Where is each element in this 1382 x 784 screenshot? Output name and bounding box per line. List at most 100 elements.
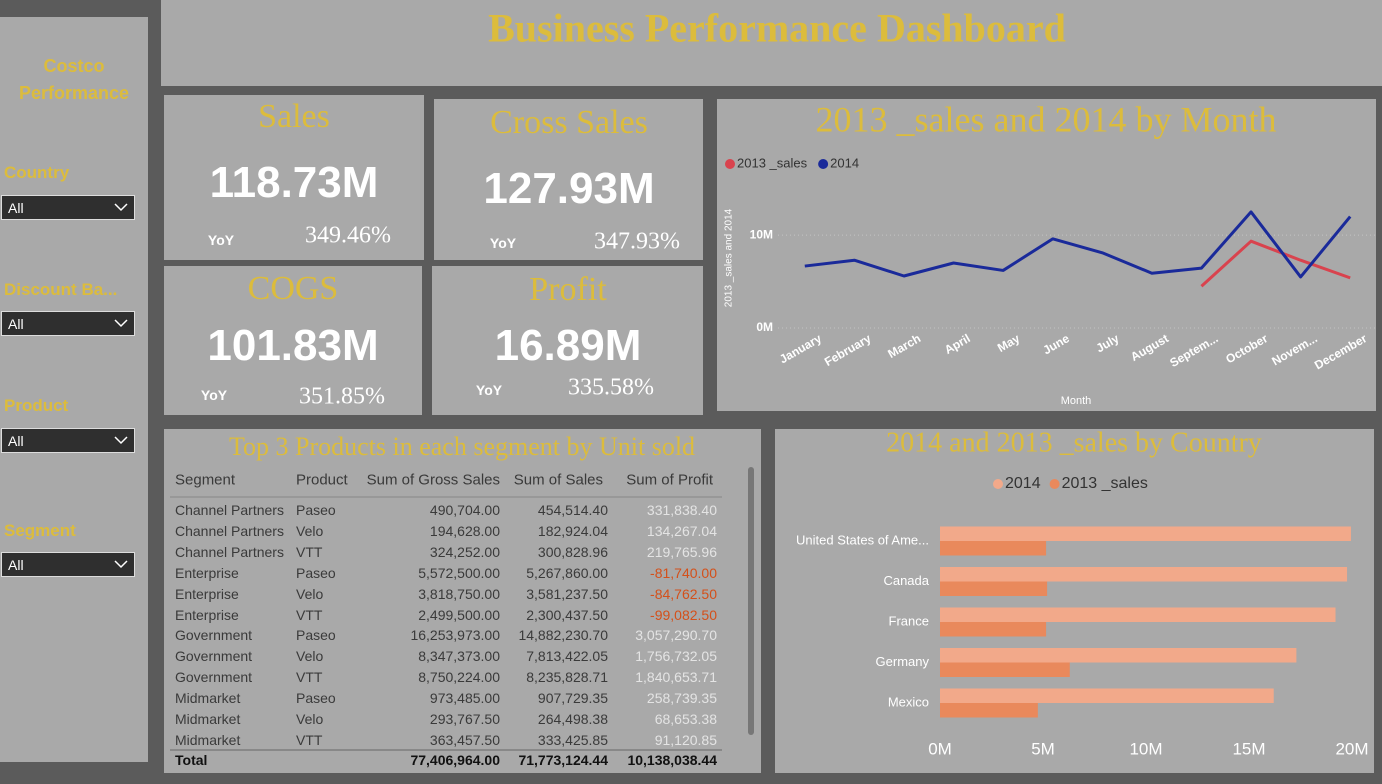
chevron (114, 436, 128, 445)
dropdown[interactable]: All (1, 552, 135, 577)
table-cell: 454,514.40 (537, 502, 608, 518)
table-cell: 5,572,500.00 (418, 564, 500, 581)
bar (940, 703, 1038, 718)
y-axis-label: 2013 _sales and 2014 (724, 208, 735, 307)
table-cell: 219,765.96 (646, 543, 717, 560)
slicer-label: Segment (4, 521, 76, 540)
x-tick-label: 5M (1031, 739, 1055, 758)
x-tick-label: 10M (1129, 739, 1162, 758)
legend-marker (725, 159, 735, 169)
table-cell: Channel Partners (175, 502, 284, 518)
table-cell: Midmarket (175, 711, 241, 727)
slicer-label: Discount Ba... (4, 280, 118, 299)
table-cell: VTT (296, 669, 323, 686)
kpi-yoy-label: YoY (207, 232, 235, 248)
table-cell: 324,252.00 (429, 543, 500, 560)
kpi-yoy: 335.58% (568, 374, 654, 401)
table-cell: Government (175, 627, 253, 644)
table-cell: Velo (296, 711, 324, 727)
table-cell: Paseo (296, 627, 336, 644)
table-panel (164, 429, 761, 773)
table-cell: 3,818,750.00 (418, 585, 500, 602)
legend-marker (818, 159, 829, 169)
kpi-title: Profit (529, 271, 607, 308)
table-title: Top 3 Products in each segment by Unit s… (228, 432, 696, 461)
kpi-value: 16.89M (494, 321, 642, 370)
x-tick-label: January (777, 331, 824, 366)
table-cell: 3,581,237.50 (526, 585, 608, 602)
bar (940, 688, 1274, 703)
table-cell: 14,882,230.70 (518, 627, 608, 644)
scrollbar[interactable] (748, 467, 754, 735)
table-cell: 300,828.96 (537, 543, 608, 560)
kpi-yoy-label: YoY (475, 382, 503, 398)
table-cell: Paseo (296, 564, 336, 581)
x-tick-label: 15M (1232, 739, 1265, 758)
dropdown[interactable]: All (1, 195, 135, 220)
column-header: Product (296, 471, 348, 489)
dropdown[interactable]: All (1, 311, 135, 336)
x-tick-label: March (885, 331, 923, 361)
total-cell: 77,406,964.00 (410, 752, 500, 768)
table-cell: 194,628.00 (429, 522, 500, 539)
dropdown-value: All (8, 433, 24, 449)
table-cell: 5,267,860.00 (526, 564, 608, 581)
y-tick-label: Mexico (888, 694, 929, 709)
table-cell: 8,750,224.00 (418, 669, 500, 686)
legend-marker (1049, 479, 1060, 489)
chart-title: 2013 _sales and 2014 by Month (816, 99, 1277, 139)
x-tick-label: June (1041, 331, 1073, 357)
y-tick-label: United States of Ame... (796, 532, 929, 547)
table-cell: 264,498.38 (537, 711, 608, 727)
x-tick-label: Septem... (1167, 331, 1220, 370)
chevron (114, 319, 128, 328)
x-tick-label: May (995, 331, 1022, 355)
bar-chart-panel (775, 429, 1374, 773)
table-cell: 3,057,290.70 (635, 627, 717, 644)
kpi-card (432, 266, 703, 415)
table-cell: 8,347,373.00 (418, 648, 500, 665)
table-cell: -81,740.00 (650, 564, 717, 581)
kpi-yoy: 351.85% (299, 383, 385, 410)
table-cell: 1,840,653.71 (635, 669, 717, 686)
dropdown-value: All (8, 316, 24, 332)
table-cell: Government (175, 648, 253, 665)
table-cell: Channel Partners (175, 522, 284, 539)
table-cell: Paseo (296, 690, 336, 707)
x-tick-label: October (1223, 331, 1270, 366)
table-cell: 2,300,437.50 (526, 606, 608, 623)
bar (940, 567, 1348, 582)
table-cell: 258,739.35 (646, 690, 717, 707)
table-cell: 8,235,828.71 (526, 669, 608, 686)
x-tick-label: August (1128, 331, 1171, 364)
dropdown[interactable]: All (1, 428, 135, 453)
x-tick-label: July (1094, 331, 1122, 355)
table-cell: Paseo (296, 502, 336, 518)
table-cell: 907,729.35 (537, 690, 608, 707)
bar (940, 526, 1351, 541)
table-cell: VTT (296, 606, 323, 623)
table-cell: Government (175, 669, 253, 686)
table-cell: 331,838.40 (646, 502, 717, 518)
table-cell: Channel Partners (175, 543, 284, 560)
table-cell: 973,485.00 (429, 690, 500, 707)
kpi-value: 118.73M (209, 158, 379, 207)
table-cell: 182,924.04 (537, 522, 608, 539)
x-tick-label: April (942, 331, 973, 357)
kpi-yoy-label: YoY (200, 387, 228, 403)
bar (940, 581, 1048, 596)
y-tick-label: 10M (750, 227, 773, 241)
total-cell: Total (175, 752, 208, 768)
total-cell: 10,138,038.44 (627, 752, 717, 768)
table-cell: 490,704.00 (429, 502, 500, 518)
x-axis-label: Month (1061, 395, 1092, 407)
table-cell: 134,267.04 (646, 522, 717, 539)
table-cell: 7,813,422.05 (526, 648, 608, 665)
bar (940, 662, 1070, 677)
sidebar: Costco Performance (0, 17, 148, 762)
bar (940, 607, 1336, 622)
slicer-label: Country (4, 163, 70, 182)
sidebar-title: Costco Performance (18, 56, 130, 103)
